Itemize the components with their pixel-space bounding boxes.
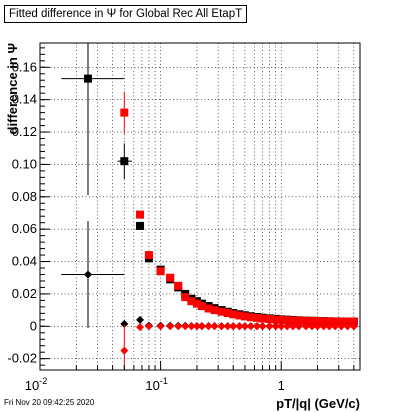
data-point-square: [294, 316, 303, 325]
y-axis-label: difference in Ψ: [5, 43, 20, 134]
data-point-square: [120, 157, 129, 166]
data-point-diamond: [288, 322, 297, 331]
data-point-square: [204, 304, 213, 313]
data-markers: [61, 43, 358, 370]
data-point-diamond: [210, 322, 219, 331]
y-tick-label: 0.10: [12, 156, 37, 171]
y-tick-label: 0.16: [12, 59, 37, 74]
data-point-square: [187, 297, 196, 306]
chart-title: Fitted difference in Ψ for Global Rec Al…: [4, 5, 248, 23]
plot-frame: [39, 42, 361, 371]
data-point-square: [174, 281, 183, 290]
data-point-diamond: [337, 322, 346, 331]
data-point-square: [136, 210, 145, 219]
data-point-square: [246, 313, 255, 322]
data-point-diamond: [120, 346, 129, 355]
data-point-diamond: [217, 322, 226, 331]
data-point-square: [271, 315, 280, 324]
data-point-diamond: [192, 322, 201, 331]
y-tick-label: 0.04: [12, 254, 37, 269]
data-point-square: [258, 314, 267, 323]
data-point-diamond: [136, 323, 145, 332]
data-point-square: [83, 74, 92, 83]
y-tick-label: 0.02: [12, 286, 37, 301]
data-point-diamond: [294, 322, 303, 331]
data-point-diamond: [246, 322, 255, 331]
data-point-square: [217, 307, 226, 316]
data-point-diamond: [156, 322, 165, 331]
data-point-square: [337, 317, 346, 326]
data-point-square: [325, 317, 334, 326]
y-tick-label: 0.12: [12, 124, 37, 139]
data-point-square: [308, 316, 317, 325]
data-point-diamond: [166, 322, 175, 331]
data-point-diamond: [301, 322, 310, 331]
data-point-square: [319, 317, 328, 326]
data-point-diamond: [223, 322, 232, 331]
data-point-diamond: [174, 322, 183, 331]
x-tick-label: 10-1: [145, 376, 167, 393]
data-point-square: [288, 316, 297, 325]
x-tick-label: 1: [278, 378, 285, 393]
data-point-square: [331, 317, 340, 326]
data-point-square: [240, 312, 249, 321]
data-point-diamond: [308, 322, 317, 331]
data-point-diamond: [229, 322, 238, 331]
data-point-square: [283, 316, 292, 325]
data-point-diamond: [283, 322, 292, 331]
data-point-square: [229, 310, 238, 319]
data-point-diamond: [331, 322, 340, 331]
data-point-diamond: [240, 322, 249, 331]
data-point-square: [181, 293, 190, 302]
data-point-square: [144, 251, 153, 260]
data-point-diamond: [181, 322, 190, 331]
data-point-square: [349, 317, 358, 326]
data-point-diamond: [253, 322, 262, 331]
data-point-square: [192, 299, 201, 308]
data-point-square: [120, 108, 129, 117]
y-tick-label: 0.06: [12, 221, 37, 236]
data-point-square: [277, 315, 286, 324]
data-point-diamond: [235, 322, 244, 331]
data-point-diamond: [349, 322, 358, 331]
data-point-square: [235, 311, 244, 320]
data-point-diamond: [83, 270, 92, 279]
data-point-square: [166, 273, 175, 282]
data-point-diamond: [187, 322, 196, 331]
data-point-diamond: [204, 322, 213, 331]
data-point-diamond: [258, 322, 267, 331]
x-axis-label: pT/|q| (GeV/c): [276, 396, 360, 411]
data-point-square: [301, 316, 310, 325]
y-tick-label: 0.14: [12, 92, 37, 107]
y-tick-label: 0.08: [12, 189, 37, 204]
data-point-square: [210, 306, 219, 315]
data-point-diamond: [313, 322, 322, 331]
timestamp-footer: Fri Nov 20 09:42:25 2020: [4, 398, 95, 407]
data-point-diamond: [277, 322, 286, 331]
data-point-square: [265, 315, 274, 324]
data-point-square: [197, 302, 206, 311]
data-point-square: [313, 317, 322, 326]
data-point-square: [343, 317, 352, 326]
data-point-diamond: [343, 322, 352, 331]
y-tick-label: 0: [30, 318, 37, 333]
data-point-diamond: [265, 322, 274, 331]
series-3: [120, 322, 358, 370]
data-point-diamond: [325, 322, 334, 331]
data-point-square: [223, 309, 232, 318]
y-tick-label: -0.02: [7, 351, 37, 366]
data-point-diamond: [136, 315, 145, 324]
data-point-diamond: [271, 322, 280, 331]
data-point-diamond: [197, 322, 206, 331]
data-point-diamond: [120, 319, 129, 328]
axes: 10-2 10-1 1 -0.02 0 0.02 0.04 0.06 0.08 0.10 0.12 0…: [7, 47, 355, 393]
data-point-diamond: [319, 322, 328, 331]
data-point-diamond: [144, 322, 153, 331]
series-1: [120, 91, 358, 326]
data-point-square: [253, 313, 262, 322]
data-point-square: [156, 267, 165, 276]
data-point-square: [136, 221, 145, 230]
x-tick-label: 10-2: [25, 376, 47, 393]
